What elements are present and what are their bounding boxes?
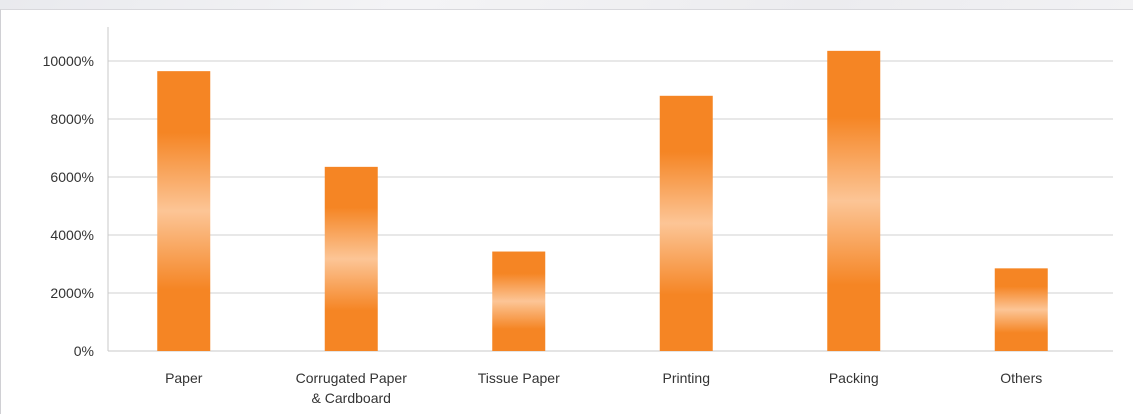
x-category-label: Packing [829,370,879,386]
y-tick-label: 10000% [43,53,94,69]
y-tick-labels: 0% 2000% 4000% 6000% 8000% 10000% [43,53,94,359]
y-tick-label: 6000% [50,169,94,185]
x-category-label: Tissue Paper [478,370,560,386]
y-tick-label: 0% [74,343,94,359]
bar [324,166,378,351]
grid-lines [108,60,1113,294]
x-category-label: Paper [165,370,203,386]
bar [157,71,211,352]
y-axis [107,27,1113,352]
y-tick-label: 4000% [50,227,94,243]
y-tick-label: 8000% [50,111,94,127]
bars [157,50,1048,352]
x-category-label: Corrugated Paper & Cardboard [296,370,408,406]
bar [659,95,713,351]
x-category-labels: Paper Corrugated Paper & Cardboard Tissue P… [165,370,1042,406]
bar [827,50,881,351]
x-category-label: Others [1000,370,1042,386]
bar [492,251,546,351]
y-tick-label: 2000% [50,285,94,301]
x-category-label: Printing [663,370,710,386]
bar [994,268,1048,351]
